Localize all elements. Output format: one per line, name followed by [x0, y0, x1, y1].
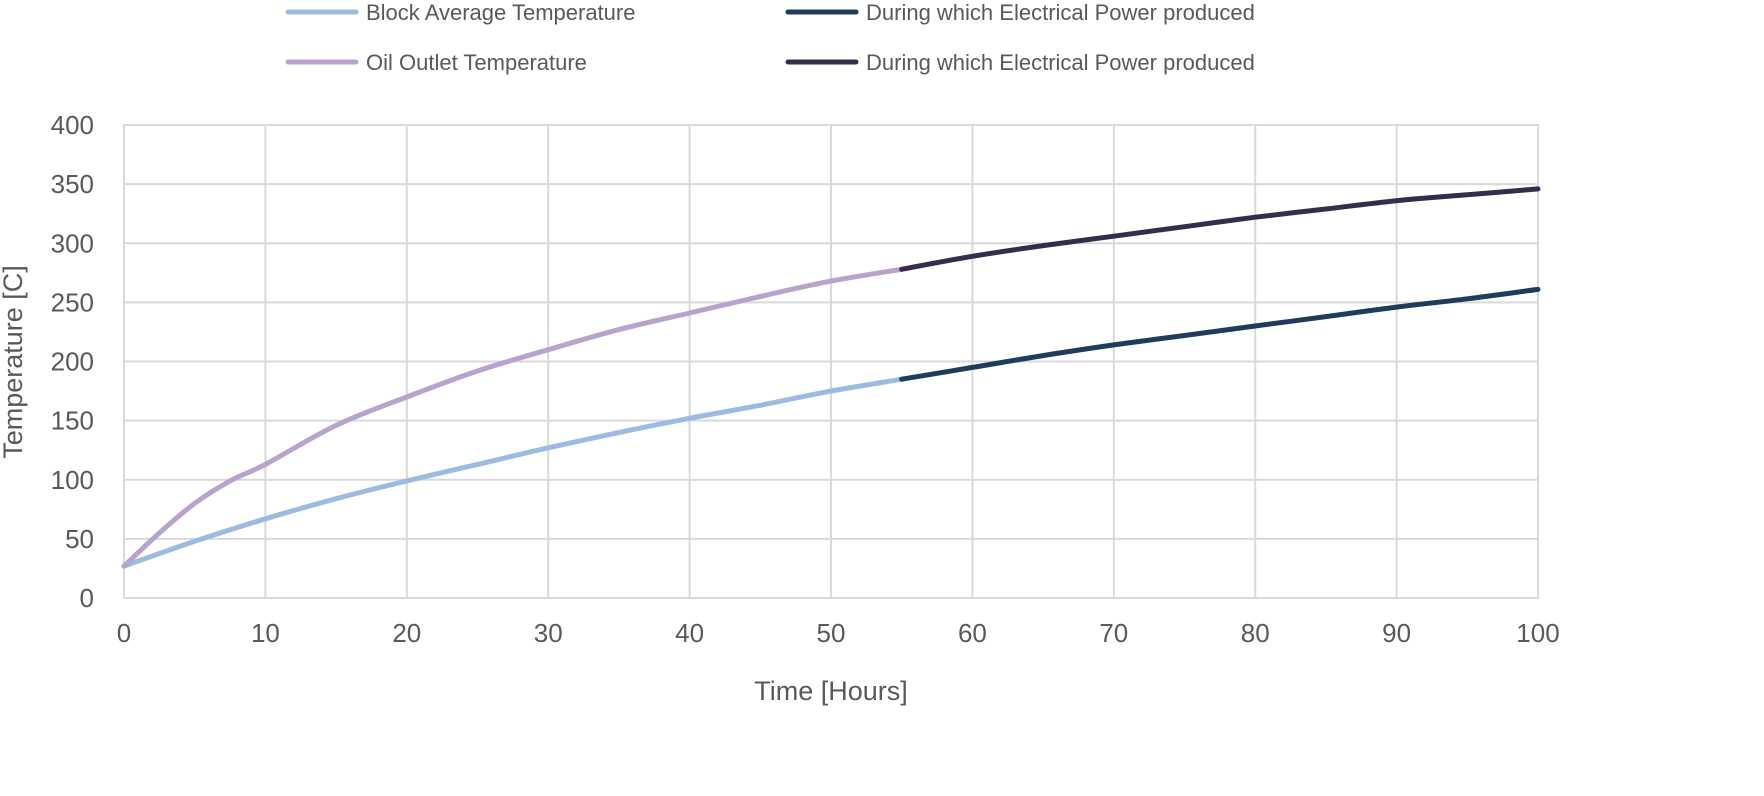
x-axis-title: Time [Hours] — [754, 676, 908, 706]
legend: Block Average Temperature During which E… — [285, 0, 1255, 75]
y-tick-label: 250 — [51, 287, 94, 317]
x-tick-label: 50 — [817, 618, 846, 648]
y-tick-label: 0 — [80, 583, 94, 613]
x-tick-label: 0 — [117, 618, 131, 648]
y-tick-label: 100 — [51, 465, 94, 495]
y-tick-label: 150 — [51, 406, 94, 436]
x-tick-label: 10 — [251, 618, 280, 648]
y-tick-label: 200 — [51, 347, 94, 377]
y-tick-label: 300 — [51, 228, 94, 258]
y-axis-title: Temperature [C] — [0, 265, 28, 459]
x-axis-tick-labels: 0 10 20 30 40 50 60 70 80 90 100 — [117, 618, 1560, 648]
x-tick-label: 100 — [1516, 618, 1559, 648]
series-line-block-power — [899, 286, 1541, 382]
y-tick-label: 400 — [51, 110, 94, 140]
x-tick-label: 30 — [534, 618, 563, 648]
series-line-block-average — [121, 376, 905, 569]
x-tick-label: 40 — [675, 618, 704, 648]
x-tick-label: 80 — [1241, 618, 1270, 648]
series-line-oil-outlet — [121, 266, 905, 569]
y-axis-tick-labels: 0 50 100 150 200 250 300 350 400 — [51, 110, 94, 613]
series-lines — [121, 186, 1541, 569]
x-tick-label: 60 — [958, 618, 987, 648]
x-tick-label: 90 — [1382, 618, 1411, 648]
y-tick-label: 50 — [65, 524, 94, 554]
legend-label-block-power: During which Electrical Power produced — [866, 0, 1255, 25]
x-tick-label: 70 — [1099, 618, 1128, 648]
y-tick-label: 350 — [51, 169, 94, 199]
series-line-oil-power — [899, 186, 1541, 272]
legend-label-oil-outlet: Oil Outlet Temperature — [366, 50, 587, 75]
legend-label-block-average: Block Average Temperature — [366, 0, 635, 25]
x-tick-label: 20 — [392, 618, 421, 648]
legend-label-oil-power: During which Electrical Power produced — [866, 50, 1255, 75]
plot-area-border — [123, 124, 1539, 599]
